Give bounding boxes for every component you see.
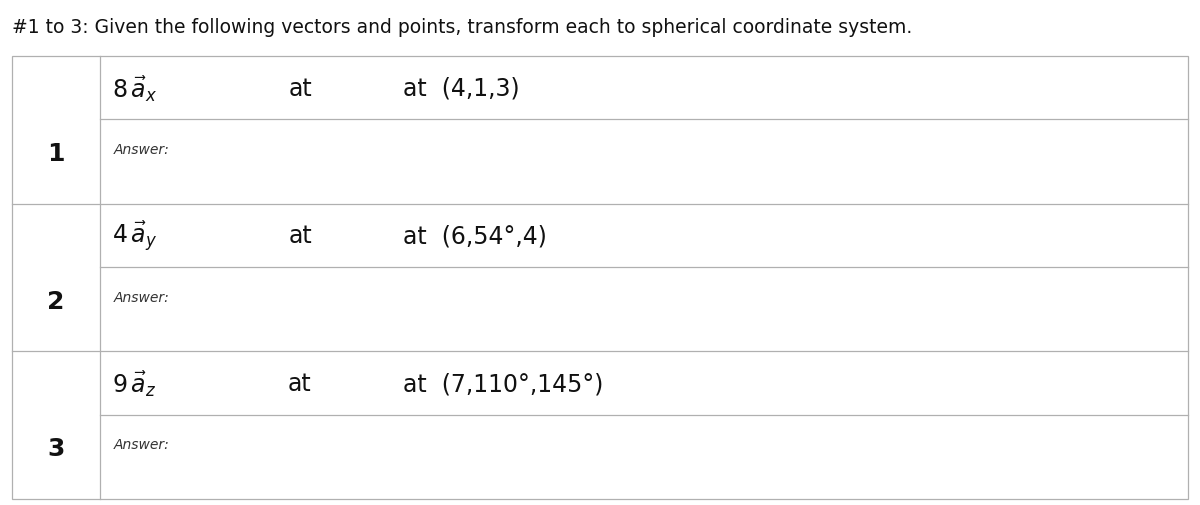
Text: 3: 3 <box>48 437 65 461</box>
Text: at  (6,54°,4): at (6,54°,4) <box>403 224 547 248</box>
Text: Answer:: Answer: <box>114 290 170 304</box>
Text: at: at <box>288 77 312 100</box>
Text: Answer:: Answer: <box>114 143 170 157</box>
Text: at: at <box>288 371 311 395</box>
Text: #1 to 3: Given the following vectors and points, transform each to spherical coo: #1 to 3: Given the following vectors and… <box>12 18 912 37</box>
Text: 2: 2 <box>48 289 65 313</box>
Text: $8\,\vec{a}_{x}$: $8\,\vec{a}_{x}$ <box>113 74 157 104</box>
Text: $9\,\vec{a}_{z}$: $9\,\vec{a}_{z}$ <box>113 368 157 398</box>
Text: 1: 1 <box>47 142 65 166</box>
Bar <box>12 57 1188 499</box>
Text: at  (4,1,3): at (4,1,3) <box>403 77 520 100</box>
Text: at  (7,110°,145°): at (7,110°,145°) <box>402 371 602 395</box>
Text: $4\,\vec{a}_{y}$: $4\,\vec{a}_{y}$ <box>113 219 157 253</box>
Text: Answer:: Answer: <box>114 437 170 451</box>
Text: at: at <box>288 224 312 248</box>
